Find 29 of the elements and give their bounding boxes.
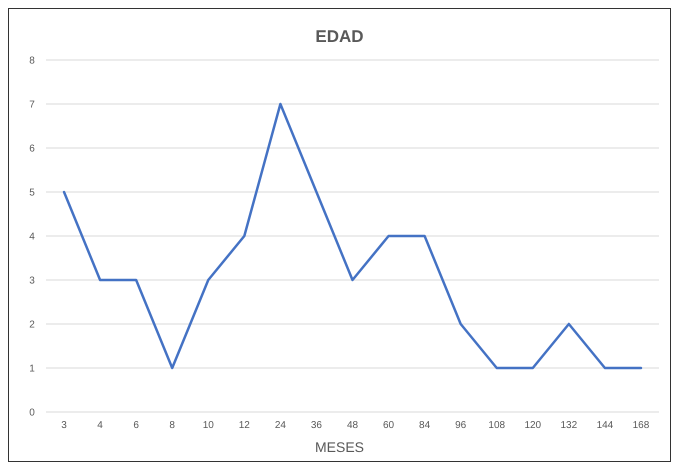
x-tick-label: 10 bbox=[202, 420, 214, 431]
y-tick-label: 8 bbox=[29, 56, 36, 66]
y-tick-label: 3 bbox=[29, 276, 36, 286]
line-series bbox=[62, 102, 642, 370]
x-tick-label: 12 bbox=[238, 420, 250, 431]
y-tick-label: 6 bbox=[29, 144, 36, 154]
x-tick-label: 4 bbox=[97, 420, 104, 431]
x-tick-label: 60 bbox=[382, 420, 395, 431]
y-tick-label: 4 bbox=[29, 232, 36, 242]
y-tick-label: 2 bbox=[29, 320, 36, 330]
x-tick-label: 132 bbox=[560, 420, 578, 431]
x-axis-title: MESES bbox=[314, 439, 364, 455]
x-tick-label: 48 bbox=[346, 420, 358, 431]
x-tick-label: 144 bbox=[596, 420, 614, 431]
x-tick-label: 120 bbox=[524, 420, 542, 431]
chart-title: EDAD bbox=[315, 27, 364, 46]
y-tick-label: 5 bbox=[29, 188, 36, 198]
y-tick-label: 1 bbox=[29, 364, 36, 374]
x-tick-label: 168 bbox=[632, 420, 650, 431]
x-tick-label: 6 bbox=[133, 420, 140, 431]
x-tick-label: 96 bbox=[455, 420, 467, 431]
y-tick-label: 0 bbox=[29, 408, 36, 418]
x-tick-label: 36 bbox=[310, 420, 322, 431]
x-tick-label: 3 bbox=[61, 420, 68, 431]
y-tick-label: 7 bbox=[29, 100, 36, 110]
x-tick-label: 24 bbox=[274, 420, 286, 431]
x-tick-label: 84 bbox=[419, 420, 431, 431]
x-tick-label: 8 bbox=[169, 420, 176, 431]
x-tick-label: 108 bbox=[488, 420, 506, 431]
